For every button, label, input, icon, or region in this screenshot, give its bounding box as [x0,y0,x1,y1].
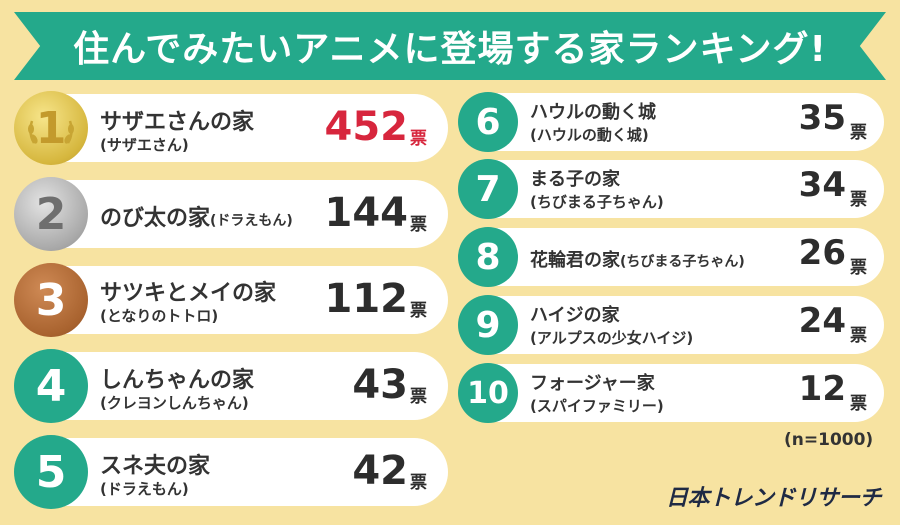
rank-5-name: スネ夫の家 [100,454,211,479]
rank-7-number: 7 [475,168,501,210]
ranking-row-9 [464,296,884,354]
rank-4-votes: 43 [352,362,408,408]
brand-logo: 日本トレンドリサーチ [666,486,882,511]
rank-8-unit: 票 [850,258,867,278]
rank-4-source: (クレヨンしんちゃん) [100,394,249,412]
rank-8-votes: 26 [798,233,846,273]
rank-9-number: 9 [475,304,501,346]
ranking-row-4 [22,352,448,420]
ranking-row-6 [464,93,884,151]
rank-1-votes: 452 [324,104,409,150]
rank-6-unit: 票 [850,123,867,143]
rank-4-unit: 票 [410,387,427,407]
rank-2-votes: 144 [324,190,409,236]
rank-10-badge: 10 [458,363,518,423]
rank-10-votes: 12 [798,369,846,409]
rank-5-unit: 票 [410,473,427,493]
ranking-row-1 [22,94,448,162]
rank-6-source: (ハウルの動く城) [530,126,649,144]
rank-9-badge: 9 [458,295,518,355]
title-banner: 住んでみたいアニメに登場する家ランキング! [14,12,886,80]
sample-size-note: (n=1000) [784,430,874,450]
rank-8-name: 花輪君の家(ちびまる子ちゃん) [530,250,745,271]
rank-9-source: (アルプスの少女ハイジ) [530,329,694,347]
rank-4-name: しんちゃんの家 [100,368,255,393]
rank-7-votes: 34 [798,165,846,205]
rank-5-source: (ドラえもん) [100,480,189,498]
ranking-row-2 [22,180,448,248]
rank-6-votes: 35 [798,98,846,138]
rank-3-source: (となりのトトロ) [100,307,219,325]
rank-1-name: サザエさんの家 [100,110,255,135]
rank-5-votes: 42 [352,448,408,494]
rank-10-name: フォージャー家 [530,373,655,394]
rank-8-number: 8 [475,236,501,278]
rank-6-name: ハウルの動く城 [530,102,656,123]
rank-7-source: (ちびまる子ちゃん) [530,193,664,211]
rank-2-unit: 票 [410,215,427,235]
rank-7-name: まる子の家 [530,169,620,190]
ranking-row-7 [464,160,884,218]
rank-5-number: 5 [35,446,67,498]
rank-3-number: 3 [35,274,67,326]
rank-7-unit: 票 [850,190,867,210]
rank-8-source: (ちびまる子ちゃん) [620,254,745,270]
rank-1-number: 1 [35,102,67,154]
rank-9-votes: 24 [798,301,846,341]
rank-2-name: のび太の家(ドラえもん) [100,206,293,231]
rank-1-gold-medal: 1 [14,91,88,165]
rank-6-number: 6 [475,101,501,143]
ranking-row-8 [464,228,884,286]
ranking-row-5 [22,438,448,506]
rank-2-silver-medal: 2 [14,177,88,251]
rank-1-unit: 票 [410,129,427,149]
rank-10-unit: 票 [850,394,867,414]
rank-7-badge: 7 [458,159,518,219]
rank-5-badge: 5 [14,435,88,509]
rank-3-bronze-medal: 3 [14,263,88,337]
ranking-row-10 [464,364,884,422]
rank-10-number: 10 [467,375,509,411]
rank-8-badge: 8 [458,227,518,287]
rank-2-number: 2 [35,188,67,240]
rank-3-name: サツキとメイの家 [100,281,277,306]
rank-9-name: ハイジの家 [530,305,620,326]
rank-4-number: 4 [35,360,67,412]
ranking-row-3 [22,266,448,334]
chart-title: 住んでみたいアニメに登場する家ランキング! [73,29,827,70]
rank-9-unit: 票 [850,326,867,346]
rank-2-source: (ドラえもん) [210,213,293,229]
rank-10-source: (スパイファミリー) [530,397,664,415]
rank-3-votes: 112 [324,276,409,322]
rank-1-source: (サザエさん) [100,136,189,154]
rank-3-unit: 票 [410,301,427,321]
rank-4-badge: 4 [14,349,88,423]
rank-6-badge: 6 [458,92,518,152]
